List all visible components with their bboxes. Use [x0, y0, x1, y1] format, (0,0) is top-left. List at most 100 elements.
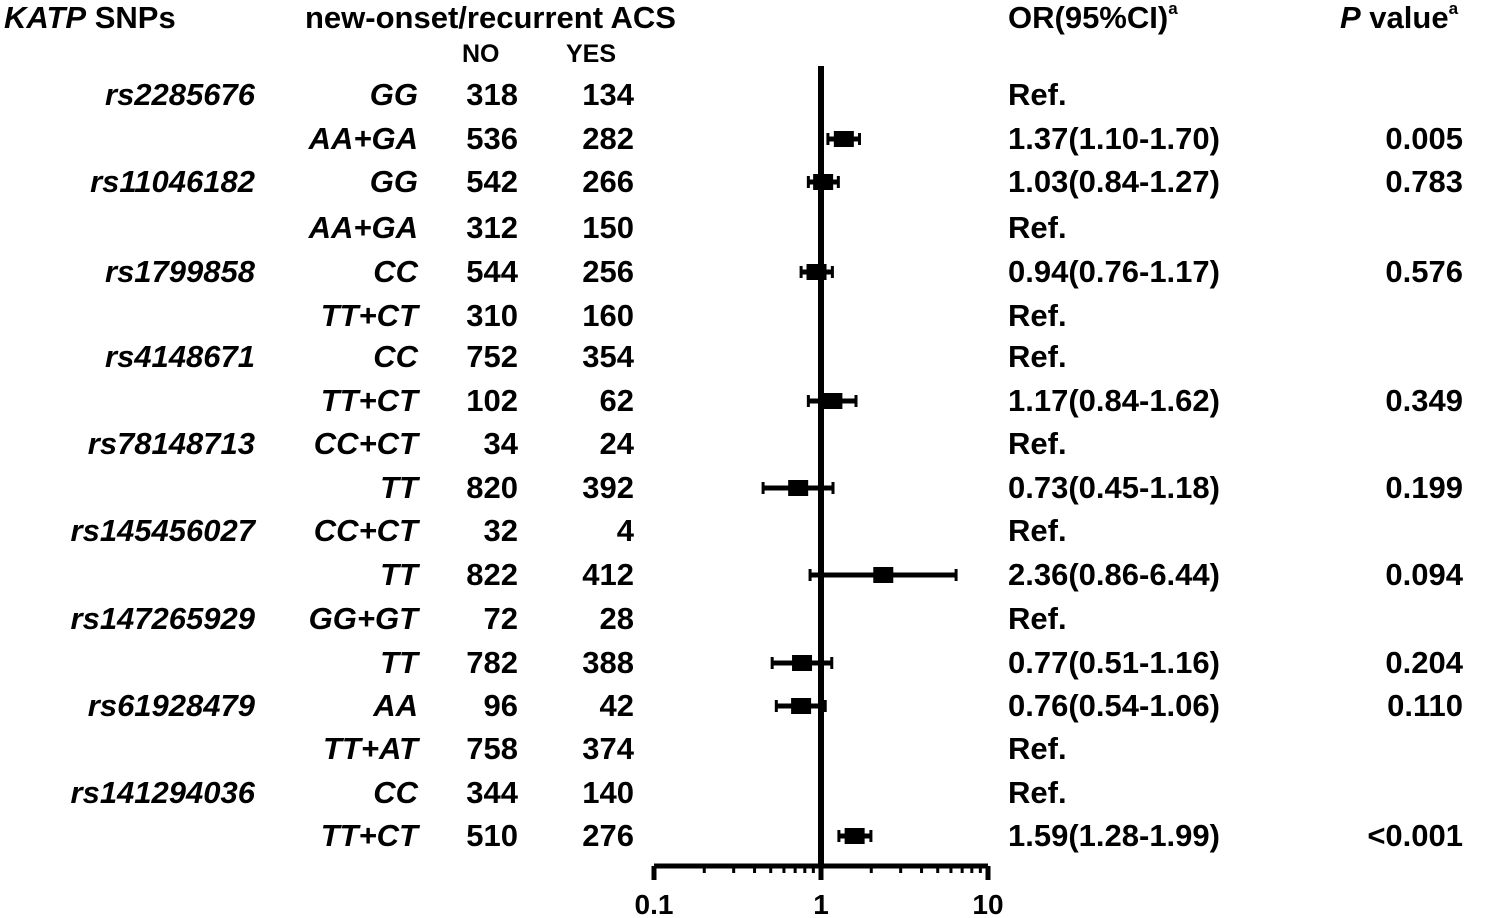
snp-id: rs78148713 — [87, 426, 255, 461]
or-ci: Ref. — [1008, 601, 1067, 636]
genotype: GG+GT — [308, 601, 418, 636]
count-yes: 4 — [616, 513, 634, 548]
count-yes: 150 — [582, 210, 634, 245]
or-ci: Ref. — [1008, 210, 1067, 245]
or-ci: 0.94(0.76-1.17) — [1008, 254, 1220, 289]
header-p-rest: value — [1360, 0, 1449, 35]
p-value: 0.005 — [1385, 121, 1463, 156]
header-snp-rest: SNPs — [86, 0, 176, 35]
p-value: 0.199 — [1385, 470, 1463, 505]
count-no: 822 — [466, 557, 518, 592]
header-snp: KATP SNPs — [4, 2, 176, 33]
or-point — [813, 174, 834, 190]
snp-id: rs145456027 — [70, 513, 255, 548]
genotype: TT — [380, 557, 418, 592]
header-group-title: new-onset/recurrent ACS — [305, 0, 676, 35]
count-yes: 276 — [582, 818, 634, 853]
genotype: CC — [373, 339, 418, 374]
count-no: 820 — [466, 470, 518, 505]
or-point — [822, 393, 843, 409]
count-no: 310 — [466, 298, 518, 333]
count-yes: 28 — [599, 601, 634, 636]
or-point — [791, 698, 812, 714]
or-ci: 1.59(1.28-1.99) — [1008, 818, 1220, 853]
snp-id: rs1799858 — [105, 254, 255, 289]
or-ci: 0.73(0.45-1.18) — [1008, 470, 1220, 505]
count-yes: 24 — [599, 426, 634, 461]
genotype: TT — [380, 645, 418, 680]
or-ci: Ref. — [1008, 298, 1067, 333]
or-ci: Ref. — [1008, 513, 1067, 548]
count-no: 544 — [466, 254, 518, 289]
genotype: TT+AT — [323, 731, 418, 766]
count-no: 542 — [466, 164, 518, 199]
count-no: 758 — [466, 731, 518, 766]
or-ci: Ref. — [1008, 77, 1067, 112]
or-ci: 0.77(0.51-1.16) — [1008, 645, 1220, 680]
or-ci: Ref. — [1008, 775, 1067, 810]
x-tick-label: 10 — [972, 889, 1003, 918]
snp-id: rs4148671 — [105, 339, 255, 374]
or-point — [873, 567, 894, 583]
header-or: OR(95%CI)a — [1008, 0, 1178, 35]
count-yes: 392 — [582, 470, 634, 505]
count-no: 312 — [466, 210, 518, 245]
or-ci: Ref. — [1008, 426, 1067, 461]
or-ci: 2.36(0.86-6.44) — [1008, 557, 1220, 592]
count-yes: 388 — [582, 645, 634, 680]
p-value: 0.576 — [1385, 254, 1463, 289]
count-yes: 354 — [582, 339, 634, 374]
genotype: CC+CT — [313, 513, 418, 548]
count-no: 318 — [466, 77, 518, 112]
count-yes: 62 — [599, 383, 634, 418]
genotype: CC — [373, 254, 418, 289]
count-yes: 134 — [582, 77, 634, 112]
or-ci: 1.17(0.84-1.62) — [1008, 383, 1220, 418]
header-snp-italic: KATP — [4, 0, 87, 35]
genotype: GG — [369, 164, 418, 199]
count-no: 34 — [483, 426, 518, 461]
p-value: 0.783 — [1385, 164, 1463, 199]
count-yes: 140 — [582, 775, 634, 810]
p-value: 0.110 — [1387, 688, 1463, 723]
genotype: TT — [380, 470, 418, 505]
count-yes: 160 — [582, 298, 634, 333]
genotype: TT+CT — [320, 818, 418, 853]
header-col-no: NO — [462, 40, 500, 68]
count-no: 102 — [466, 383, 518, 418]
x-tick-label: 1 — [813, 889, 829, 918]
snp-id: rs141294036 — [70, 775, 255, 810]
header-or-label: OR(95%CI) — [1008, 0, 1169, 35]
count-no: 510 — [466, 818, 518, 853]
count-yes: 282 — [582, 121, 634, 156]
snp-id: rs11046182 — [90, 164, 255, 199]
or-point — [844, 828, 865, 844]
genotype: AA+GA — [308, 210, 418, 245]
or-point — [833, 131, 854, 147]
p-value: 0.204 — [1385, 645, 1463, 680]
genotype: TT+CT — [320, 383, 418, 418]
header-p: P valuea — [1340, 0, 1459, 35]
header-col-yes: YES — [566, 40, 617, 68]
or-ci: Ref. — [1008, 731, 1067, 766]
header-p-sup: a — [1448, 0, 1459, 18]
or-point — [806, 264, 827, 280]
or-point — [792, 655, 813, 671]
or-ci: 1.03(0.84-1.27) — [1008, 164, 1220, 199]
p-value: 0.349 — [1385, 383, 1463, 418]
or-point — [788, 480, 809, 496]
count-no: 96 — [483, 688, 518, 723]
count-no: 344 — [466, 775, 518, 810]
count-yes: 374 — [582, 731, 634, 766]
count-no: 72 — [483, 601, 518, 636]
p-value: 0.094 — [1385, 557, 1463, 592]
genotype: CC — [373, 775, 418, 810]
genotype: AA — [373, 688, 418, 723]
p-value: <0.001 — [1367, 818, 1463, 853]
count-no: 536 — [466, 121, 518, 156]
count-yes: 42 — [599, 688, 634, 723]
header-p-italic: P — [1340, 0, 1361, 35]
count-no: 32 — [483, 513, 518, 548]
x-tick-label: 0.1 — [635, 889, 674, 918]
